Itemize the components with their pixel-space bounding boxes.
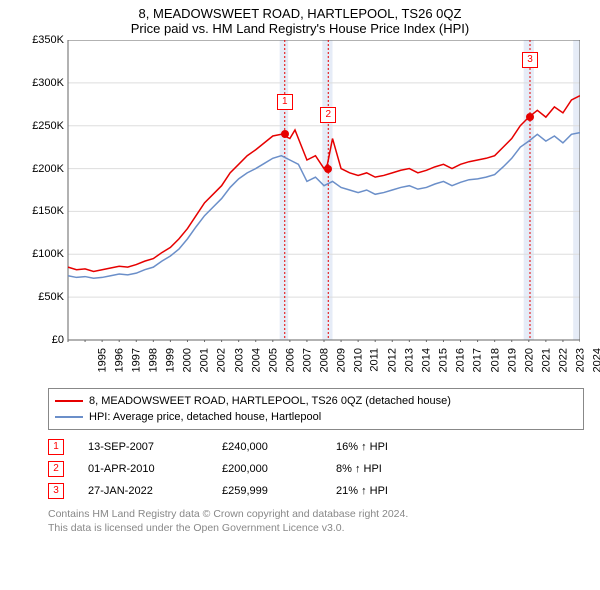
price-point-marker: 3 xyxy=(522,52,538,68)
trade-date: 27-JAN-2022 xyxy=(88,485,198,497)
trade-marker: 1 xyxy=(48,439,64,455)
x-tick-label: 2022 xyxy=(557,348,569,372)
x-tick-label: 2015 xyxy=(438,348,450,372)
y-tick-label: £200K xyxy=(20,163,64,175)
trade-hpi: 21% ↑ HPI xyxy=(336,485,388,497)
x-tick-label: 2007 xyxy=(301,348,313,372)
trade-date: 13-SEP-2007 xyxy=(88,441,198,453)
trade-price: £259,999 xyxy=(222,485,312,497)
x-tick-label: 2000 xyxy=(182,348,194,372)
trade-marker: 3 xyxy=(48,483,64,499)
legend: 8, MEADOWSWEET ROAD, HARTLEPOOL, TS26 0Q… xyxy=(48,388,584,430)
x-tick-label: 2004 xyxy=(250,348,262,372)
trade-price: £200,000 xyxy=(222,463,312,475)
y-tick-label: £150K xyxy=(20,205,64,217)
x-tick-label: 1996 xyxy=(114,348,126,372)
x-tick-label: 2017 xyxy=(472,348,484,372)
chart-title: 8, MEADOWSWEET ROAD, HARTLEPOOL, TS26 0Q… xyxy=(0,0,600,21)
chart-subtitle: Price paid vs. HM Land Registry's House … xyxy=(0,21,600,40)
x-tick-label: 2002 xyxy=(216,348,228,372)
x-tick-label: 2003 xyxy=(233,348,245,372)
x-tick-label: 2008 xyxy=(318,348,330,372)
price-point-marker: 1 xyxy=(277,94,293,110)
y-tick-label: £250K xyxy=(20,120,64,132)
legend-label: 8, MEADOWSWEET ROAD, HARTLEPOOL, TS26 0Q… xyxy=(89,395,451,407)
attribution-line: This data is licensed under the Open Gov… xyxy=(48,522,584,536)
x-tick-label: 2018 xyxy=(489,348,501,372)
trades-table: 1 13-SEP-2007 £240,000 16% ↑ HPI 2 01-AP… xyxy=(48,436,584,502)
trade-price: £240,000 xyxy=(222,441,312,453)
y-tick-label: £0 xyxy=(20,334,64,346)
trade-row: 1 13-SEP-2007 £240,000 16% ↑ HPI xyxy=(48,436,584,458)
x-tick-label: 1998 xyxy=(148,348,160,372)
x-tick-label: 2019 xyxy=(506,348,518,372)
x-tick-label: 2013 xyxy=(404,348,416,372)
y-tick-label: £100K xyxy=(20,248,64,260)
y-tick-label: £350K xyxy=(20,34,64,46)
x-tick-label: 2012 xyxy=(387,348,399,372)
x-tick-label: 2006 xyxy=(284,348,296,372)
legend-item: 8, MEADOWSWEET ROAD, HARTLEPOOL, TS26 0Q… xyxy=(55,393,577,409)
x-tick-label: 2021 xyxy=(540,348,552,372)
x-tick-label: 2024 xyxy=(591,348,600,372)
chart-area: £0£50K£100K£150K£200K£250K£300K£350K1995… xyxy=(20,40,580,388)
legend-label: HPI: Average price, detached house, Hart… xyxy=(89,411,321,423)
x-tick-label: 1999 xyxy=(165,348,177,372)
x-tick-label: 2016 xyxy=(455,348,467,372)
attribution: Contains HM Land Registry data © Crown c… xyxy=(48,508,584,535)
y-tick-label: £300K xyxy=(20,77,64,89)
chart-svg xyxy=(20,40,580,342)
x-tick-label: 2014 xyxy=(421,348,433,372)
y-tick-label: £50K xyxy=(20,291,64,303)
trade-row: 3 27-JAN-2022 £259,999 21% ↑ HPI xyxy=(48,480,584,502)
x-tick-label: 2009 xyxy=(335,348,347,372)
x-tick-label: 2005 xyxy=(267,348,279,372)
trade-hpi: 8% ↑ HPI xyxy=(336,463,382,475)
x-tick-label: 1995 xyxy=(96,348,108,372)
price-point-dot xyxy=(281,130,289,138)
price-point-dot xyxy=(526,113,534,121)
legend-swatch xyxy=(55,400,83,402)
x-tick-label: 2011 xyxy=(369,348,381,372)
x-tick-label: 2023 xyxy=(574,348,586,372)
trade-row: 2 01-APR-2010 £200,000 8% ↑ HPI xyxy=(48,458,584,480)
x-tick-label: 1997 xyxy=(131,348,143,372)
trade-hpi: 16% ↑ HPI xyxy=(336,441,388,453)
price-point-marker: 2 xyxy=(320,107,336,123)
legend-item: HPI: Average price, detached house, Hart… xyxy=(55,409,577,425)
price-point-dot xyxy=(324,165,332,173)
page: 8, MEADOWSWEET ROAD, HARTLEPOOL, TS26 0Q… xyxy=(0,0,600,590)
attribution-line: Contains HM Land Registry data © Crown c… xyxy=(48,508,584,522)
trade-date: 01-APR-2010 xyxy=(88,463,198,475)
legend-swatch xyxy=(55,416,83,418)
trade-marker: 2 xyxy=(48,461,64,477)
x-tick-label: 2010 xyxy=(352,348,364,372)
x-tick-label: 2001 xyxy=(199,348,211,372)
x-tick-label: 2020 xyxy=(523,348,535,372)
